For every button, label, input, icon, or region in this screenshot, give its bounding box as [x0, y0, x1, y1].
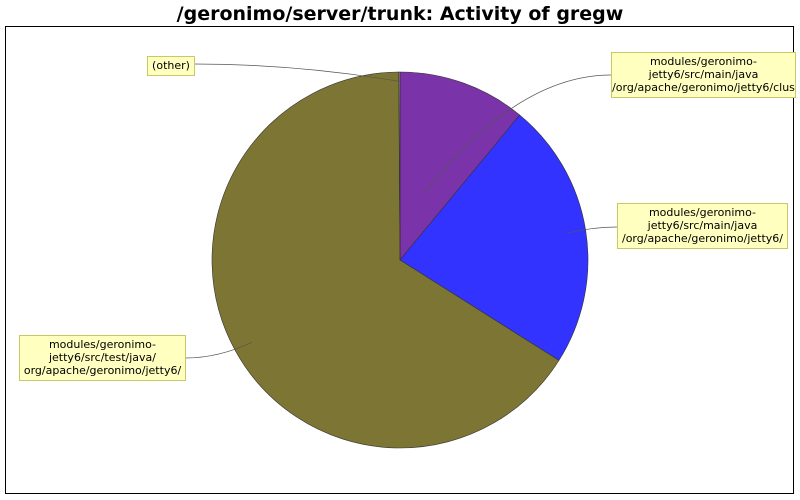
- slice-label-line: /org/apache/geronimo/jetty6/clus: [612, 81, 795, 94]
- leader-line-0: [423, 74, 612, 193]
- slice-label-line: jetty6/src/main/java: [647, 219, 758, 232]
- pie-slice-2: [211, 71, 560, 449]
- leader-line-2: [184, 341, 253, 359]
- label-leader-lines: [184, 63, 618, 359]
- leader-line-3: [193, 63, 400, 82]
- slice-labels: modules/geronimo-jetty6/src/main/java/or…: [19, 52, 796, 381]
- slice-label-line: modules/geronimo-: [649, 206, 756, 219]
- slice-label-line: modules/geronimo-: [49, 338, 156, 351]
- slice-label-line: /org/apache/geronimo/jetty6/: [622, 232, 783, 245]
- slice-label-box-2: [19, 335, 186, 381]
- pie-slice-3: [398, 71, 401, 261]
- slice-label-line: org/apache/geronimo/jetty6/: [24, 364, 182, 377]
- pie-slice-1: [399, 114, 589, 361]
- chart-title: /geronimo/server/trunk: Activity of greg…: [176, 3, 624, 25]
- slice-label-box-3: [147, 56, 195, 76]
- pie-slices: [211, 71, 589, 449]
- slice-label-box-1: [617, 203, 788, 249]
- leader-line-1: [566, 226, 618, 234]
- slice-label-line: modules/geronimo-: [650, 55, 757, 68]
- pie-slice-0: [399, 71, 521, 261]
- slice-label-line: jetty6/src/test/java/: [48, 351, 156, 364]
- slice-label-line: (other): [152, 59, 190, 72]
- slice-label-line: jetty6/src/main/java: [648, 68, 759, 81]
- slice-label-box-0: [611, 52, 796, 98]
